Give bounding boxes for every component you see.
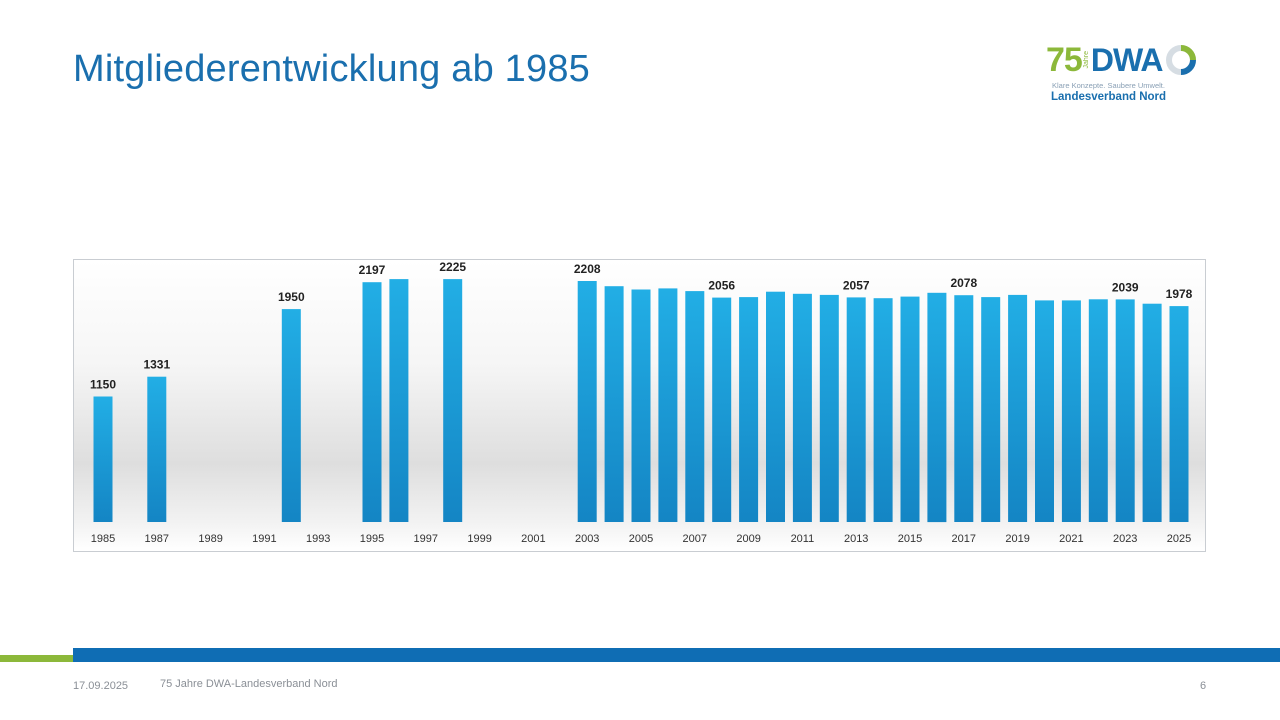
x-tick-1991: 1991 (252, 533, 276, 545)
bar-2019 (1008, 294, 1028, 522)
x-tick-1999: 1999 (467, 533, 491, 545)
x-tick-2013: 2013 (844, 533, 868, 545)
footer-text: 75 Jahre DWA-Landesverband Nord (160, 678, 338, 690)
data-label-2023: 2039 (1112, 280, 1139, 294)
member-chart: 1150 1331 1950 2197 2225 2208 2056 2057 2078 2039… (73, 259, 1206, 552)
bar-2009 (739, 297, 759, 522)
x-tick-2007: 2007 (683, 533, 707, 545)
bar-2008 (712, 297, 732, 522)
data-label-1992: 1950 (278, 290, 305, 304)
data-label-1987: 1331 (143, 358, 170, 372)
data-label-1985: 1150 (90, 378, 116, 392)
x-tick-2019: 2019 (1005, 533, 1029, 545)
bar-2005 (631, 289, 651, 522)
x-tick-2015: 2015 (898, 533, 922, 545)
data-label-1998: 2225 (439, 260, 466, 274)
data-label-2025: 1978 (1166, 287, 1193, 301)
data-label-2017: 2078 (950, 276, 977, 290)
x-tick-1993: 1993 (306, 533, 330, 545)
footer-accent-green (0, 655, 73, 662)
bar-1995 (362, 282, 382, 522)
logo-75: 75 (1046, 40, 1083, 79)
bar-2022 (1088, 299, 1108, 522)
data-label-2003: 2208 (574, 262, 601, 276)
logo-jahre: Jahre (1082, 51, 1090, 69)
bar-1996 (389, 279, 409, 522)
x-tick-2017: 2017 (952, 533, 976, 545)
bar-2023 (1115, 299, 1135, 522)
bar-2007 (685, 291, 705, 522)
data-label-2013: 2057 (843, 278, 870, 292)
page-title: Mitgliederentwicklung ab 1985 (73, 48, 591, 90)
bar-2003 (577, 281, 597, 522)
bar-1998 (443, 279, 463, 522)
x-tick-2021: 2021 (1059, 533, 1083, 545)
footer-date: 17.09.2025 (73, 680, 129, 692)
bar-2011 (792, 293, 812, 522)
x-tick-2023: 2023 (1113, 533, 1137, 545)
x-tick-1995: 1995 (360, 533, 384, 545)
data-label-2008: 2056 (708, 279, 735, 293)
logo-ring-icon (1166, 45, 1197, 75)
bar-2021 (1061, 300, 1081, 522)
page-number: 6 (1200, 680, 1207, 692)
bar-2013 (846, 297, 866, 522)
bar-2024 (1142, 303, 1162, 522)
bar-1985 (93, 396, 113, 522)
x-tick-2003: 2003 (575, 533, 599, 545)
x-tick-2011: 2011 (791, 533, 815, 545)
x-tick-2009: 2009 (736, 533, 760, 545)
bar-1987 (147, 376, 167, 522)
bar-2025 (1169, 306, 1189, 522)
bar-2010 (766, 291, 785, 522)
bar-2012 (819, 294, 839, 522)
logo-tagline: Klare Konzepte. Saubere Umwelt. (1052, 81, 1165, 90)
bar-2014 (873, 298, 893, 522)
dwa-logo: 75 Jahre DWA Klare Konzepte. Saubere Umw… (1046, 40, 1211, 112)
bar-2016 (927, 292, 947, 523)
x-tick-2001: 2001 (521, 533, 545, 545)
logo-dwa: DWA (1090, 41, 1164, 78)
logo-wordmark: 75 Jahre DWA (1046, 40, 1211, 80)
bar-2006 (658, 288, 678, 522)
x-tick-2005: 2005 (629, 533, 653, 545)
bar-1992 (281, 309, 301, 522)
x-tick-1989: 1989 (198, 533, 222, 545)
x-tick-1987: 1987 (145, 533, 169, 545)
chart-svg: 1150 1331 1950 2197 2225 2208 2056 2057 2078 2039… (90, 260, 1193, 545)
bar-2004 (604, 286, 624, 522)
bar-2017 (954, 295, 974, 522)
logo-org: Landesverband Nord (1051, 91, 1167, 103)
bar-2020 (1035, 300, 1054, 522)
bar-2015 (900, 296, 920, 522)
bar-2018 (981, 297, 1001, 522)
x-tick-2025: 2025 (1167, 533, 1191, 545)
x-tick-1985: 1985 (91, 533, 115, 545)
data-label-1995: 2197 (359, 263, 386, 277)
x-tick-1997: 1997 (414, 533, 438, 545)
footer-accent-blue (73, 648, 1280, 662)
